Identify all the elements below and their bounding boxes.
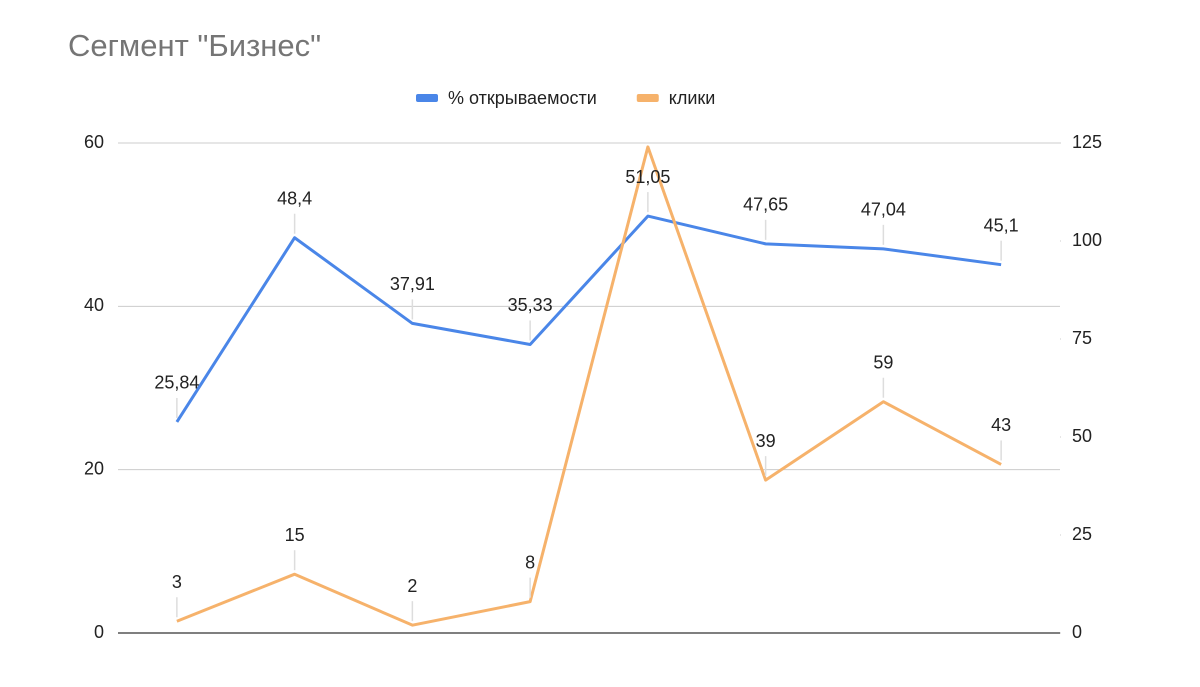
data-label: 39 <box>756 431 776 451</box>
data-label: 45,1 <box>984 215 1019 235</box>
y-tick-label: 60 <box>84 132 104 152</box>
data-label: 48,4 <box>277 188 312 208</box>
data-label: 25,84 <box>154 373 199 393</box>
series-line <box>176 145 1002 627</box>
y2-tick-label: 75 <box>1072 328 1092 348</box>
data-label: 35,33 <box>508 295 553 315</box>
data-label: 59 <box>873 352 893 372</box>
y-tick-label: 40 <box>84 295 104 315</box>
data-label: 2 <box>407 576 417 596</box>
data-label: 47,04 <box>861 200 906 220</box>
data-label: 3 <box>172 572 182 592</box>
y2-tick-label: 25 <box>1072 524 1092 544</box>
data-label: 51,05 <box>625 167 670 187</box>
data-label: 15 <box>285 525 305 545</box>
y-tick-label: 0 <box>94 622 104 642</box>
legend-label: % открываемости <box>448 88 597 108</box>
y2-tick-label: 100 <box>1072 230 1102 250</box>
data-label: 43 <box>991 415 1011 435</box>
data-label: 37,91 <box>390 274 435 294</box>
y2-tick-label: 50 <box>1072 426 1092 446</box>
y2-tick-label: 125 <box>1072 132 1102 152</box>
data-label: 8 <box>525 552 535 572</box>
chart-title: Сегмент "Бизнес" <box>68 28 321 63</box>
data-label: 47,65 <box>743 195 788 215</box>
series-line <box>175 214 1002 423</box>
legend-label: клики <box>669 88 716 108</box>
y-tick-label: 20 <box>84 458 104 478</box>
legend-swatch <box>636 94 659 102</box>
y2-tick-label: 0 <box>1072 622 1082 642</box>
legend-swatch <box>416 94 438 102</box>
